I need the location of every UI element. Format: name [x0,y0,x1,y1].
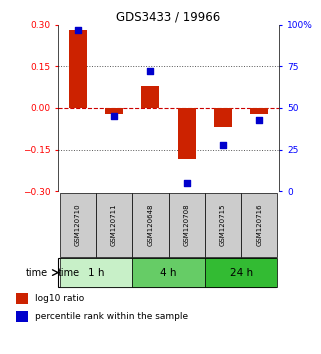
Bar [16,293,29,304]
Text: GSM120710: GSM120710 [75,204,81,246]
Text: time: time [58,268,80,278]
Bar [141,86,160,108]
Text: GSM120715: GSM120715 [220,204,226,246]
Bar [250,108,268,114]
Bar [60,193,96,257]
Bar [214,108,232,127]
Point [184,180,189,185]
Text: GSM120648: GSM120648 [147,204,153,246]
Bar [205,193,241,257]
Bar [178,108,196,159]
Bar [105,108,123,114]
Text: 4 h: 4 h [160,268,177,278]
Bar [96,193,132,257]
Bar [205,258,277,287]
Bar [132,258,205,287]
Bar [132,193,169,257]
Text: GSM120708: GSM120708 [184,204,190,246]
Point [221,142,226,147]
Bar [241,193,277,257]
Text: 1 h: 1 h [88,268,104,278]
Text: percentile rank within the sample: percentile rank within the sample [35,313,188,321]
Text: time: time [26,268,48,278]
Title: GDS3433 / 19966: GDS3433 / 19966 [117,11,221,24]
Point [111,113,117,119]
Point [75,27,80,33]
Point [148,69,153,74]
Text: GSM120716: GSM120716 [256,204,262,246]
Bar [169,193,205,257]
Point [257,117,262,122]
Text: GSM120711: GSM120711 [111,204,117,246]
Bar [69,30,87,108]
Text: log10 ratio: log10 ratio [35,294,84,303]
Text: 24 h: 24 h [230,268,253,278]
Bar [16,312,29,322]
Bar [60,258,132,287]
